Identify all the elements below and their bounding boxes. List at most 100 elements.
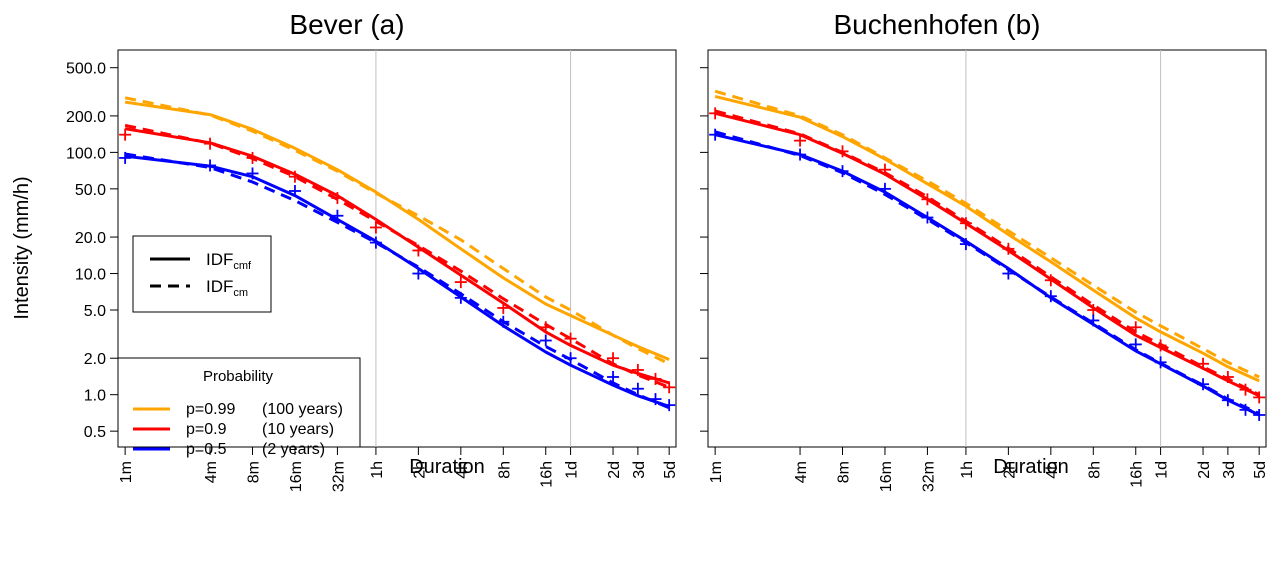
panel-a-x-tick-label-1: 4m <box>203 461 220 483</box>
panel-a-series-1-point-4 <box>331 192 344 205</box>
panel-b-series-1-point-3 <box>878 163 891 176</box>
panel-a-series-2-point-1 <box>204 159 217 172</box>
panel-b-series-1-point-11 <box>1197 357 1210 370</box>
panel-b-series-2-point-3 <box>878 182 891 195</box>
panel-b-series-0-solid-line <box>714 94 1260 383</box>
panel-a-x-tick-label-9: 16h <box>539 461 556 488</box>
panel-b-x-tick-label-11: 2d <box>1196 461 1213 479</box>
panel-b-series-1-point-0 <box>709 107 722 120</box>
legend-p09-label: p=0.9 <box>186 421 227 438</box>
panel-b-series-2-point-5 <box>959 238 972 251</box>
y-tick-label-6: 5.0 <box>84 303 106 320</box>
panel-b-series-1-point-1 <box>794 134 807 147</box>
panel-b-x-tick-label-5: 1h <box>959 461 976 479</box>
panel-b-series-1-point-2 <box>836 145 849 158</box>
panel-b-series <box>709 89 1266 421</box>
legend-line-types: IDFcmf IDFcm <box>132 235 272 313</box>
panel-a-series-2-point-3 <box>288 185 301 198</box>
panel-a-x-tick-label-10: 1d <box>564 461 581 479</box>
panel-b-series-0-dashed-line <box>714 89 1260 379</box>
panel-b-x-tick-label-7: 4h <box>1044 461 1061 479</box>
panel-a-x-tick-label-11: 2d <box>606 461 623 479</box>
panel-a-series-2-point-12 <box>631 382 644 395</box>
panel-b-series-2-point-8 <box>1087 314 1100 327</box>
panel-b-x-tick-label-13: 5d <box>1252 461 1269 479</box>
panel-a-series-1-point-10 <box>564 332 577 345</box>
panel-b-series-2-point-2 <box>836 165 849 178</box>
y-tick-label-5: 10.0 <box>75 267 106 284</box>
panel-b-x-tick-label-12: 3d <box>1221 461 1238 479</box>
y-tick-label-8: 1.0 <box>84 388 106 405</box>
legend-solid-label: IDFcmf <box>206 250 252 272</box>
panel-a-series-0-solid-line <box>124 100 670 361</box>
y-axis-label: Intensity (mm/h) <box>11 176 33 319</box>
panel-a-series-2-point-8 <box>497 315 510 328</box>
panel-a-x-tick-label-2: 8m <box>246 461 263 483</box>
panel-a-series-2-point-14 <box>663 399 676 412</box>
panel-a-series-1-point-1 <box>204 137 217 150</box>
panel-a-series-2-solid-line <box>124 154 670 408</box>
legend-probability-title: Probability <box>203 368 274 385</box>
panel-a-x-tick-label-12: 3d <box>631 461 648 479</box>
panel-a-series-1-point-6 <box>412 244 425 257</box>
panel-a-series-2-point-13 <box>649 393 662 406</box>
legend-p05-label: p=0.5 <box>186 441 227 458</box>
y-tick-label-1: 200.0 <box>66 109 106 126</box>
legend-probability: Probability p=0.99 (100 years) p=0.9 (10… <box>117 357 361 458</box>
panel-b-series-2-point-14 <box>1253 408 1266 421</box>
panel-b-series-1-point-7 <box>1044 274 1057 287</box>
panel-a-series-0-dashed-line <box>124 96 670 366</box>
panel-a-series-1-point-12 <box>631 363 644 376</box>
panel-b-x-tick-label-10: 1d <box>1154 461 1171 479</box>
panel-b-series-2-point-10 <box>1154 356 1167 369</box>
panel-a-series-2-point-10 <box>564 352 577 365</box>
legend-p09-years: (10 years) <box>262 421 334 438</box>
legend-p099-years: (100 years) <box>262 401 343 418</box>
panel-a-series-1-point-9 <box>539 321 552 334</box>
panel-a-series-2-point-5 <box>369 236 382 249</box>
panel-a-x-tick-label-5: 1h <box>369 461 386 479</box>
panel-b-series-1-point-4 <box>921 193 934 206</box>
panel-b-x-tick-label-4: 32m <box>920 461 937 492</box>
panel-a-series-1-point-3 <box>288 170 301 183</box>
panel-b-title: Buchenhofen (b) <box>833 9 1040 40</box>
panel-a-x-tick-label-6: 2h <box>411 461 428 479</box>
legend-line-types-box <box>132 235 272 313</box>
panel-a-series-1-point-8 <box>497 301 510 314</box>
panel-b-series-2-solid-line <box>714 133 1260 417</box>
panel-a-x-tick-label-4: 32m <box>330 461 347 492</box>
panel-a-x-tick-label-7: 4h <box>454 461 471 479</box>
panel-b-series-1-point-12 <box>1221 370 1234 383</box>
panel-b-series-1-dashed-line <box>714 109 1260 397</box>
panel-b-x-tick-label-2: 8m <box>836 461 853 483</box>
panel-b-x-tick-label-3: 16m <box>878 461 895 492</box>
panel-b-series-1-point-10 <box>1154 339 1167 352</box>
panel-b-series-1-point-8 <box>1087 304 1100 317</box>
panel-a-x-tick-label-3: 16m <box>288 461 305 492</box>
panel-a-series-1-point-2 <box>246 151 259 164</box>
panel-a-series-2-point-11 <box>607 370 620 383</box>
legend-p05-years: (2 years) <box>262 441 325 458</box>
panel-b-series-1-point-5 <box>959 217 972 230</box>
panel-b-x-tick-label-1: 4m <box>793 461 810 483</box>
panel-a-series-1-point-13 <box>649 372 662 385</box>
y-tick-label-0: 500.0 <box>66 61 106 78</box>
legend-probability-box <box>117 357 361 448</box>
panel-b-series-1-point-14 <box>1253 391 1266 404</box>
panel-b-x-axis-label: Duration <box>993 456 1069 478</box>
panel-a-frame <box>117 49 677 448</box>
panel-b-series-2-point-11 <box>1197 378 1210 391</box>
panel-a-x-axis-label: Duration <box>409 456 485 478</box>
panel-a-series-2-point-4 <box>331 209 344 222</box>
panel-b-x-tick-label-8: 8h <box>1086 461 1103 479</box>
panel-a-series-2-point-6 <box>412 267 425 280</box>
panel-b-gridlines <box>965 50 1162 447</box>
panel-a-series-2-point-0 <box>119 151 132 164</box>
panel-a-series-2-point-2 <box>246 167 259 180</box>
legend-dashed-label: IDFcm <box>206 277 248 299</box>
panel-a-x-tick-label-8: 8h <box>496 461 513 479</box>
panel-b-series-2-point-9 <box>1129 338 1142 351</box>
axis-ticks: 1m 4m 8m 16m 32m 1h 2h 4h 8h 16h 1d 2d 3d 5d 500.0 200.… <box>66 61 1269 492</box>
panel-a-x-tick-label-0: 1m <box>118 461 135 483</box>
